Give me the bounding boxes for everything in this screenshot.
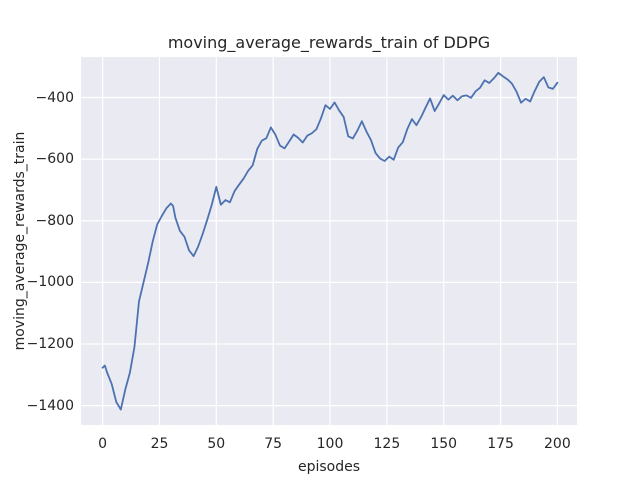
data-line-moving_average_rewards_train xyxy=(101,71,559,411)
x-tick-label: 75 xyxy=(264,436,283,452)
y-tick-label: −800 xyxy=(35,212,74,229)
plot-area xyxy=(81,57,577,425)
line-chart xyxy=(81,57,577,425)
x-tick-label: 50 xyxy=(207,436,226,452)
x-axis-label: episodes xyxy=(297,459,361,475)
x-tick-label: 175 xyxy=(487,436,514,452)
x-tick-label: 100 xyxy=(316,436,344,452)
chart-title: moving_average_rewards_train of DDPG xyxy=(167,33,491,52)
y-tick-label: −1400 xyxy=(26,397,74,414)
y-tick-label: −600 xyxy=(35,151,74,168)
y-tick-label: −1200 xyxy=(26,336,74,352)
x-tick-label: 25 xyxy=(150,436,169,452)
y-tick-label: −400 xyxy=(35,89,74,106)
y-tick-label: −1000 xyxy=(26,274,74,291)
x-tick-label: 0 xyxy=(98,436,108,452)
x-tick-label: 125 xyxy=(373,436,401,452)
x-tick-label: 150 xyxy=(430,436,458,452)
x-tick-label: 200 xyxy=(544,436,571,452)
